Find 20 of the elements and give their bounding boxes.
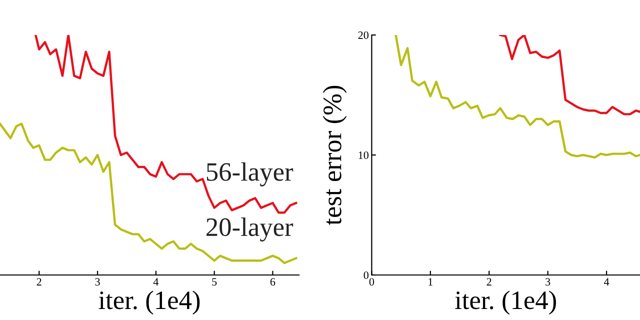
x-axis-title: iter. (1e4)	[98, 290, 200, 315]
x-tick-label: 5	[212, 278, 217, 286]
series-label: 56-layer	[206, 162, 294, 186]
x-tick-label: 2	[486, 278, 492, 286]
x-tick-label: 0	[369, 278, 374, 286]
x-tick-label: 3	[95, 278, 100, 286]
x-tick-label: 4	[153, 278, 159, 286]
line-series	[499, 35, 640, 116]
series-label: 20-layer	[206, 218, 294, 242]
line-series	[394, 35, 640, 159]
x-tick-label: 4	[604, 278, 610, 286]
y-axis-title: test error (%)	[322, 86, 347, 226]
x-tick-label: 3	[546, 278, 550, 286]
y-tick-label: 0	[364, 271, 368, 279]
y-tick-label: 20	[358, 31, 368, 39]
x-axis-title: iter. (1e4)	[455, 290, 556, 315]
x-tick-label: 2	[36, 278, 42, 286]
x-tick-label: 1	[428, 278, 433, 286]
x-tick-label: 6	[270, 278, 276, 286]
y-tick-label: 10	[358, 151, 368, 159]
